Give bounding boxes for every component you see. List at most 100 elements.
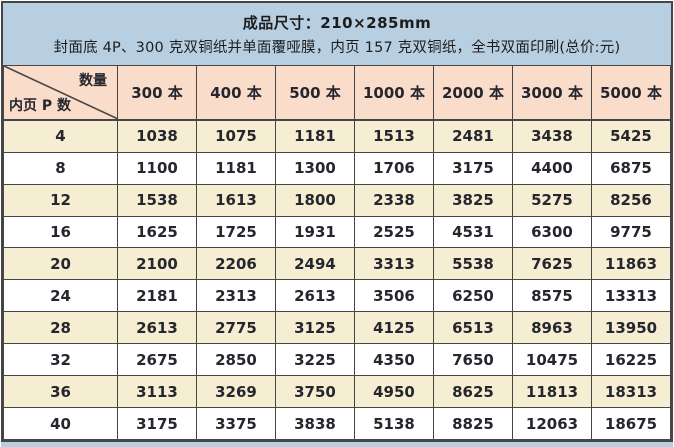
price-cell: 2613 (117, 311, 197, 345)
diagonal-divider (4, 66, 117, 119)
price-cell: 5138 (354, 407, 434, 440)
price-cell: 2206 (196, 247, 276, 281)
price-cell: 2313 (196, 279, 276, 313)
table-row: 16 1625 1725 1931 2525 4531 6300 9775 (3, 215, 671, 249)
price-cell: 5425 (591, 119, 671, 153)
price-cell: 1800 (275, 183, 355, 217)
column-header: 400 本 (196, 65, 276, 121)
price-cell: 9775 (591, 215, 671, 249)
price-cell: 8575 (512, 279, 592, 313)
price-cell: 2100 (117, 247, 197, 281)
price-cell: 1100 (117, 151, 197, 185)
price-cell: 5538 (433, 247, 513, 281)
table-row: 12 1538 1613 1800 2338 3825 5275 8256 (3, 183, 671, 217)
price-cell: 8256 (591, 183, 671, 217)
price-cell: 2775 (196, 311, 276, 345)
price-cell: 1038 (117, 119, 197, 153)
price-cell: 3375 (196, 407, 276, 440)
corner-cell: 数量 内页 P 数 (3, 65, 118, 121)
price-cell: 2481 (433, 119, 513, 153)
price-cell: 2494 (275, 247, 355, 281)
price-cell: 8963 (512, 311, 592, 345)
row-header-pages: 20 (3, 247, 118, 281)
price-cell: 6513 (433, 311, 513, 345)
price-cell: 4400 (512, 151, 592, 185)
column-header: 500 本 (275, 65, 355, 121)
price-cell: 1625 (117, 215, 197, 249)
row-header-pages: 28 (3, 311, 118, 345)
price-cell: 3269 (196, 375, 276, 408)
price-cell: 2525 (354, 215, 434, 249)
price-cell: 6250 (433, 279, 513, 313)
price-cell: 8825 (433, 407, 513, 440)
price-cell: 2613 (275, 279, 355, 313)
table-row: 24 2181 2313 2613 3506 6250 8575 13313 (3, 279, 671, 313)
table-row: 28 2613 2775 3125 4125 6513 8963 13950 (3, 311, 671, 345)
column-header: 300 本 (117, 65, 197, 121)
price-cell: 1181 (275, 119, 355, 153)
table-row: 40 3175 3375 3838 5138 8825 12063 18675 (3, 407, 671, 440)
price-cell: 2338 (354, 183, 434, 217)
price-cell: 3506 (354, 279, 434, 313)
price-cell: 12063 (512, 407, 592, 440)
price-cell: 2675 (117, 343, 197, 377)
column-header: 2000 本 (433, 65, 513, 121)
price-cell: 3438 (512, 119, 592, 153)
row-header-pages: 16 (3, 215, 118, 249)
price-cell: 5275 (512, 183, 592, 217)
column-header: 5000 本 (591, 65, 671, 121)
price-cell: 1075 (196, 119, 276, 153)
table-row: 20 2100 2206 2494 3313 5538 7625 11863 (3, 247, 671, 281)
table-row: 36 3113 3269 3750 4950 8625 11813 18313 (3, 375, 671, 408)
banner: 成品尺寸：210×285mm 封面底 4P、300 克双铜纸并单面覆哑膜，内页 … (3, 3, 671, 65)
paper-spec-text: 封面底 4P、300 克双铜纸并单面覆哑膜，内页 157 克双铜纸，全书双面印刷… (53, 39, 621, 56)
pages-axis-label: 内页 P 数 (9, 97, 72, 114)
price-cell: 8625 (433, 375, 513, 408)
finished-size-text: 成品尺寸：210×285mm (242, 13, 432, 32)
row-header-pages: 12 (3, 183, 118, 217)
price-cell: 1300 (275, 151, 355, 185)
quantity-axis-label: 数量 (79, 73, 107, 89)
price-cell: 6300 (512, 215, 592, 249)
table-row: 4 1038 1075 1181 1513 2481 3438 5425 (3, 119, 671, 153)
price-cell: 1931 (275, 215, 355, 249)
row-header-pages: 24 (3, 279, 118, 313)
price-cell: 7625 (512, 247, 592, 281)
price-cell: 3125 (275, 311, 355, 345)
price-table-wrap: 数量 内页 P 数 300 本 400 本 500 本 1000 本 2000 本 300… (3, 65, 671, 440)
price-cell: 4950 (354, 375, 434, 408)
price-cell: 11863 (591, 247, 671, 281)
price-cell: 1538 (117, 183, 197, 217)
row-header-pages: 4 (3, 119, 118, 153)
price-cell: 1513 (354, 119, 434, 153)
price-cell: 4531 (433, 215, 513, 249)
price-cell: 3113 (117, 375, 197, 408)
price-cell: 11813 (512, 375, 592, 408)
price-cell: 3838 (275, 407, 355, 440)
price-cell: 4350 (354, 343, 434, 377)
price-cell: 18313 (591, 375, 671, 408)
price-cell: 16225 (591, 343, 671, 377)
column-header: 1000 本 (354, 65, 434, 121)
price-cell: 13950 (591, 311, 671, 345)
price-cell: 1181 (196, 151, 276, 185)
price-cell: 18675 (591, 407, 671, 440)
header-row: 数量 内页 P 数 300 本 400 本 500 本 1000 本 2000 本 300… (3, 65, 671, 121)
price-cell: 2181 (117, 279, 197, 313)
table-row: 8 1100 1181 1300 1706 3175 4400 6875 (3, 151, 671, 185)
price-cell: 4125 (354, 311, 434, 345)
price-cell: 2850 (196, 343, 276, 377)
row-header-pages: 40 (3, 407, 118, 440)
price-cell: 10475 (512, 343, 592, 377)
table-row: 32 2675 2850 3225 4350 7650 10475 16225 (3, 343, 671, 377)
price-table-body: 4 1038 1075 1181 1513 2481 3438 5425 8 1100 1181 13… (3, 119, 671, 440)
price-cell: 3825 (433, 183, 513, 217)
price-cell: 3175 (117, 407, 197, 440)
price-cell: 6875 (591, 151, 671, 185)
price-cell: 1706 (354, 151, 434, 185)
price-cell: 1725 (196, 215, 276, 249)
row-header-pages: 36 (3, 375, 118, 408)
price-cell: 3225 (275, 343, 355, 377)
price-cell: 3175 (433, 151, 513, 185)
